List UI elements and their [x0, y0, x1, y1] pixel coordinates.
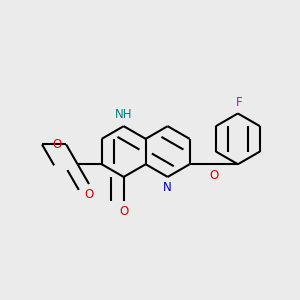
Text: O: O: [209, 169, 218, 182]
Text: N: N: [163, 181, 171, 194]
Text: O: O: [119, 206, 128, 218]
Text: F: F: [236, 96, 242, 109]
Text: NH: NH: [115, 108, 132, 121]
Text: O: O: [84, 188, 94, 201]
Text: O: O: [52, 138, 62, 151]
